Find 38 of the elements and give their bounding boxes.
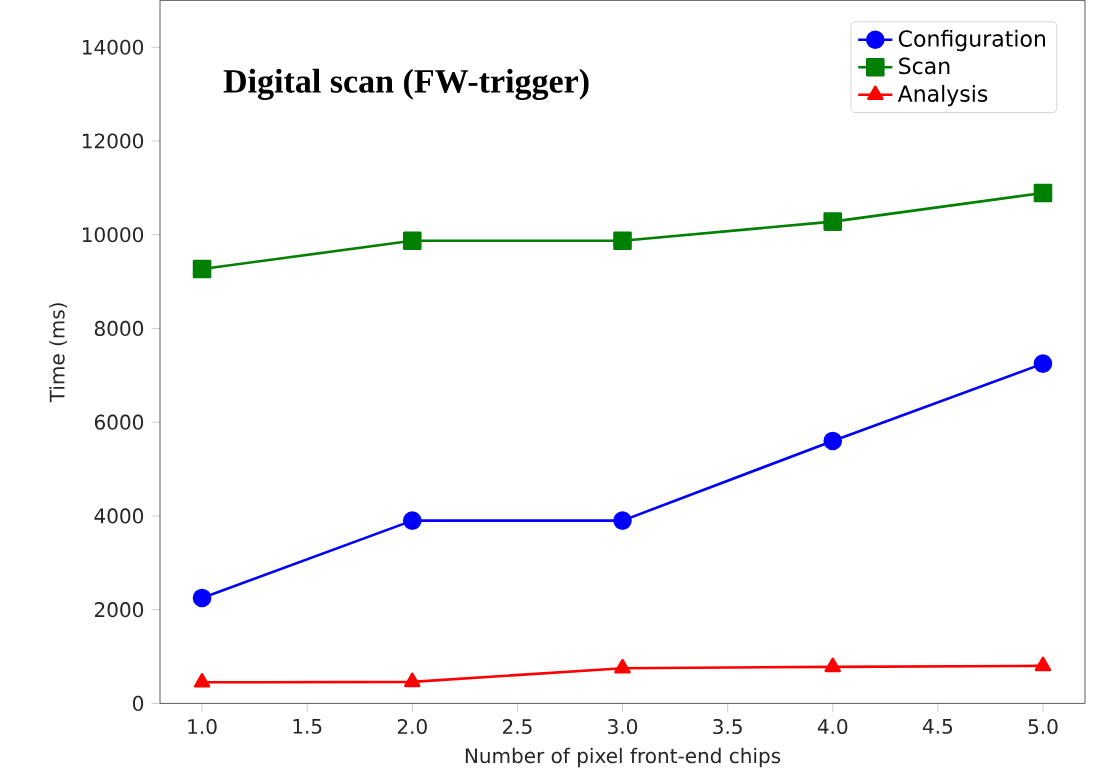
point xyxy=(192,259,212,279)
x-tick-label: 4.5 xyxy=(922,718,953,734)
y-tick-label: 12000 xyxy=(82,133,144,149)
y-tick-label: 10000 xyxy=(82,226,144,243)
x-tick-label: 1.0 xyxy=(188,718,217,734)
point xyxy=(613,511,632,530)
x-tick-label: 3.0 xyxy=(608,718,638,734)
point xyxy=(193,672,211,688)
legend-label: Scan xyxy=(899,57,950,75)
x-tick-label: 1.5 xyxy=(293,718,322,734)
legend-label: Configuration xyxy=(898,29,1046,51)
y-tick-label: 8000 xyxy=(94,320,144,336)
x-tick-label: 5.0 xyxy=(1028,718,1058,734)
point xyxy=(823,212,843,231)
point xyxy=(613,231,632,250)
point xyxy=(1033,354,1053,373)
legend-label: Analysis xyxy=(897,84,988,107)
y-axis-title: Time (ms) xyxy=(49,303,68,403)
y-tick-label: 0 xyxy=(132,695,144,711)
point xyxy=(402,231,422,250)
point xyxy=(402,511,422,530)
x-tick-label: 2.5 xyxy=(502,718,532,734)
x-tick-label: 3.5 xyxy=(713,718,742,734)
point xyxy=(614,658,631,674)
x-tick-label: 2.0 xyxy=(397,718,427,734)
y-tick-label: 6000 xyxy=(94,414,144,430)
y-tick-label: 4000 xyxy=(94,508,144,524)
point xyxy=(824,657,841,672)
x-tick-label: 4.0 xyxy=(817,718,848,734)
point xyxy=(823,431,843,451)
point xyxy=(192,588,212,608)
point xyxy=(404,672,421,687)
text: Digital scan (FW-trigger) xyxy=(223,68,589,100)
y-tick-label: 2000 xyxy=(94,601,144,618)
point xyxy=(1034,656,1052,672)
y-tick-label: 14000 xyxy=(82,39,144,55)
point xyxy=(1033,183,1053,203)
x-axis-title: Number of pixel front-end chips xyxy=(465,747,781,768)
